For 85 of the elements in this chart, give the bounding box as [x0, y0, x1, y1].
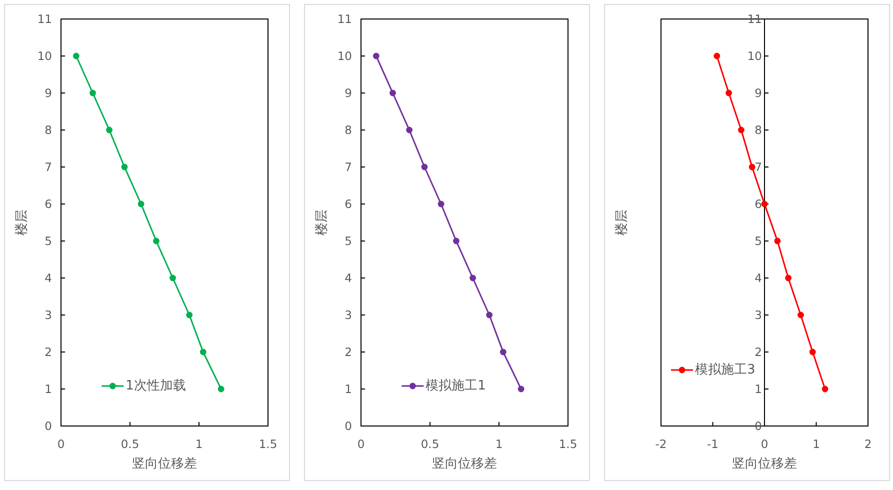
x-tick-label: 0.5 — [120, 437, 140, 451]
y-tick-label: 3 — [754, 308, 762, 322]
point — [798, 312, 804, 318]
y-tick-label: 9 — [754, 86, 762, 100]
y-tick-label: 7 — [754, 160, 762, 174]
y-tick-label: 1 — [344, 382, 352, 396]
point — [390, 90, 396, 96]
point — [90, 90, 96, 96]
y-axis-title: 楼层 — [14, 210, 30, 236]
y-tick-label: 7 — [44, 160, 52, 174]
x-tick-label: 0.5 — [420, 437, 440, 451]
point — [518, 386, 524, 392]
point — [186, 312, 193, 318]
point — [470, 274, 476, 282]
point — [72, 52, 80, 60]
y-tick-label: 8 — [44, 123, 52, 137]
point — [170, 274, 176, 282]
y-tick-label: 2 — [344, 345, 352, 359]
y-tick-label: 8 — [344, 123, 352, 137]
y-tick-label: 6 — [44, 197, 52, 211]
y-tick-label: 9 — [44, 86, 52, 100]
x-tick-label: 1 — [812, 437, 820, 451]
point — [438, 200, 444, 208]
x-tick-label: 0 — [357, 437, 365, 451]
point — [421, 164, 428, 170]
point — [486, 312, 493, 318]
x-tick-label: 2 — [864, 437, 872, 451]
y-tick-label: 5 — [344, 234, 352, 248]
y-tick-label: 10 — [37, 49, 52, 63]
legend-label: 模拟施工1 — [426, 378, 486, 394]
point — [106, 126, 112, 134]
point — [761, 200, 768, 208]
point — [153, 238, 160, 244]
y-tick-label: 3 — [44, 308, 52, 322]
point — [500, 348, 506, 356]
y-tick-label: 4 — [344, 271, 352, 285]
x-tick-label: 1 — [495, 437, 503, 451]
point — [218, 386, 224, 392]
y-tick-label: 3 — [344, 308, 352, 322]
y-tick-label: 0 — [344, 419, 352, 433]
y-tick-label: 1 — [44, 382, 52, 396]
point — [138, 200, 144, 208]
x-tick-label: 1.5 — [558, 437, 578, 451]
point — [748, 164, 756, 170]
y-tick-label: 11 — [337, 12, 352, 26]
point — [714, 52, 720, 60]
x-axis-title: 竖向位移差 — [732, 456, 797, 472]
legend-label: 1次性加载 — [126, 378, 186, 394]
y-tick-label: 0 — [44, 419, 52, 433]
y-tick-label: 4 — [44, 271, 52, 285]
x-tick-label: 1 — [195, 437, 203, 451]
x-tick-label: 0 — [57, 437, 65, 451]
y-tick-label: 5 — [44, 234, 52, 248]
point — [372, 52, 380, 60]
y-tick-label: 4 — [754, 271, 762, 285]
y-tick-label: 2 — [754, 345, 762, 359]
point — [453, 238, 460, 244]
point — [406, 126, 412, 134]
x-axis-title: 竖向位移差 — [432, 456, 497, 472]
point — [785, 274, 792, 282]
point — [809, 348, 816, 356]
y-tick-label: 6 — [754, 197, 762, 211]
y-tick-label: 9 — [344, 86, 352, 100]
y-tick-label: 8 — [754, 123, 762, 137]
point — [738, 126, 744, 134]
y-tick-label: 1 — [754, 382, 762, 396]
point — [200, 348, 206, 356]
point — [726, 90, 732, 96]
y-axis-title: 楼层 — [314, 210, 330, 236]
x-tick-label: -1 — [707, 437, 718, 451]
y-tick-label: 11 — [37, 12, 52, 26]
legend-label: 模拟施工3 — [695, 362, 756, 378]
point — [822, 386, 828, 392]
y-tick-label: 10 — [337, 49, 352, 63]
y-tick-label: 2 — [44, 345, 52, 359]
y-axis-title: 楼层 — [614, 210, 630, 236]
y-tick-label: 7 — [344, 160, 352, 174]
x-tick-label: -2 — [655, 437, 667, 451]
x-tick-label: 1.5 — [258, 437, 278, 451]
point — [774, 238, 781, 244]
point — [121, 164, 128, 170]
x-axis-title: 竖向位移差 — [132, 456, 197, 472]
y-tick-label: 10 — [747, 49, 762, 63]
y-tick-label: 5 — [754, 234, 762, 248]
y-tick-label: 6 — [344, 197, 352, 211]
